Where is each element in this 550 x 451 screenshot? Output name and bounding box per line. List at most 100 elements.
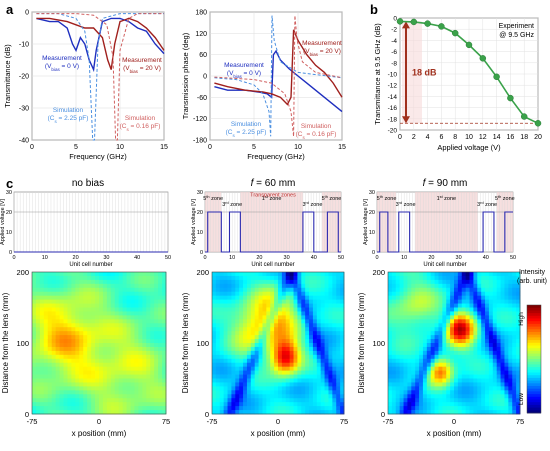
heatmap-cell bbox=[162, 386, 167, 391]
heatmap-cell bbox=[309, 327, 314, 332]
heatmap-cell bbox=[403, 323, 408, 328]
heatmap-cell bbox=[411, 394, 416, 399]
heatmap-cell bbox=[114, 374, 120, 379]
heatmap-cell bbox=[102, 410, 108, 415]
heatmap-cell bbox=[231, 331, 236, 336]
heatmap-cell bbox=[235, 390, 240, 395]
heatmap-cell bbox=[320, 283, 325, 289]
heatmap-cell bbox=[477, 279, 482, 285]
heatmap-cell bbox=[473, 398, 478, 403]
heatmap-cell bbox=[223, 327, 228, 332]
heatmap-cell bbox=[63, 323, 68, 328]
heatmap-cell bbox=[422, 406, 428, 411]
heatmap-cell bbox=[469, 378, 474, 383]
heatmap-cell bbox=[496, 354, 501, 360]
heatmap-cell bbox=[63, 366, 68, 372]
heatmap-cell bbox=[87, 390, 92, 395]
heatmap-cell bbox=[83, 362, 88, 368]
heatmap-cell bbox=[79, 378, 84, 383]
heatmap-cell bbox=[446, 311, 451, 316]
heatmap-cell bbox=[43, 406, 49, 411]
heatmap-cell bbox=[309, 287, 314, 293]
heatmap-cell bbox=[496, 307, 501, 312]
heatmap-cell bbox=[246, 279, 252, 285]
heatmap-cell bbox=[297, 390, 302, 395]
heatmap-cell bbox=[500, 335, 505, 340]
heatmap-cell bbox=[411, 319, 416, 324]
heatmap-cell bbox=[281, 323, 287, 328]
heatmap-cell bbox=[142, 339, 147, 344]
heatmap-cell bbox=[473, 315, 478, 320]
heatmap-cell bbox=[438, 402, 443, 407]
heatmap-cell bbox=[403, 283, 408, 289]
heatmap-cell bbox=[243, 283, 248, 289]
heatmap-cell bbox=[281, 291, 287, 297]
heatmap-cell bbox=[87, 299, 92, 304]
x-tick-label: 14 bbox=[493, 134, 501, 141]
heatmap-cell bbox=[301, 335, 306, 340]
heatmap-cell bbox=[51, 303, 57, 308]
heatmap-cell bbox=[399, 331, 404, 336]
heatmap-cell bbox=[134, 386, 139, 391]
heatmap-cell bbox=[114, 398, 120, 403]
heatmap-cell bbox=[340, 327, 345, 332]
heatmap-cell bbox=[215, 339, 221, 344]
heatmap-cell bbox=[477, 323, 482, 328]
range-arrow-head-down bbox=[402, 116, 410, 124]
heatmap-cell bbox=[110, 402, 116, 407]
heatmap-cell bbox=[154, 350, 159, 356]
heatmap-cell bbox=[258, 283, 263, 289]
heatmap-cell bbox=[95, 307, 100, 312]
heatmap-cell bbox=[114, 378, 120, 383]
heatmap-cell bbox=[110, 291, 116, 297]
heatmap-cell bbox=[508, 327, 513, 332]
x-tick-label: 10 bbox=[116, 144, 124, 151]
heatmap-cell bbox=[114, 339, 120, 344]
heatmap-cell bbox=[450, 283, 455, 289]
heatmap-cell bbox=[297, 275, 302, 281]
heatmap-cell bbox=[63, 406, 68, 411]
heatmap-cell bbox=[250, 287, 256, 293]
heatmap-cell bbox=[227, 303, 232, 308]
heatmap-cell bbox=[246, 303, 252, 308]
heatmap-cell bbox=[55, 410, 60, 415]
heatmap-cell bbox=[316, 354, 322, 360]
heatmap-cell bbox=[142, 406, 147, 411]
heatmap-cell bbox=[391, 406, 397, 411]
heatmap-cell bbox=[469, 272, 474, 277]
x-tick-label: 2 bbox=[412, 134, 416, 141]
heatmap-cell bbox=[508, 382, 513, 387]
heatmap-cell bbox=[146, 339, 151, 344]
heatmap-cell bbox=[63, 386, 68, 391]
heatmap-cell bbox=[289, 398, 294, 403]
heatmap-cell bbox=[403, 335, 408, 340]
heatmap-cell bbox=[305, 272, 310, 277]
heatmap-cell bbox=[43, 390, 49, 395]
heatmap-cell bbox=[411, 307, 416, 312]
heatmap-cell bbox=[95, 362, 100, 368]
heatmap-cell bbox=[488, 406, 494, 411]
heatmap-cell bbox=[477, 303, 482, 308]
heatmap-cell bbox=[122, 354, 127, 360]
heatmap-cell bbox=[95, 394, 100, 399]
colorbar-step bbox=[527, 307, 541, 311]
heatmap-cell bbox=[32, 291, 37, 297]
heatmap-cell bbox=[235, 339, 240, 344]
heatmap-cell bbox=[454, 386, 459, 391]
heatmap-cell bbox=[110, 390, 116, 395]
heatmap-cell bbox=[215, 331, 221, 336]
heatmap-cell bbox=[293, 299, 298, 304]
heatmap-cell bbox=[99, 279, 104, 285]
heatmap-cell bbox=[328, 295, 333, 301]
heatmap-cell bbox=[422, 343, 428, 348]
heatmap-cell bbox=[47, 394, 53, 399]
x-tick-label: 0 bbox=[375, 255, 378, 261]
heatmap-cell bbox=[95, 315, 100, 320]
heatmap-cell bbox=[106, 398, 112, 403]
heatmap-cell bbox=[426, 382, 432, 387]
heatmap-cell bbox=[71, 323, 76, 328]
heatmap-cell bbox=[71, 287, 76, 293]
heatmap-cell bbox=[285, 358, 291, 364]
heatmap-cell bbox=[399, 346, 404, 352]
heatmap-cell bbox=[403, 279, 408, 285]
